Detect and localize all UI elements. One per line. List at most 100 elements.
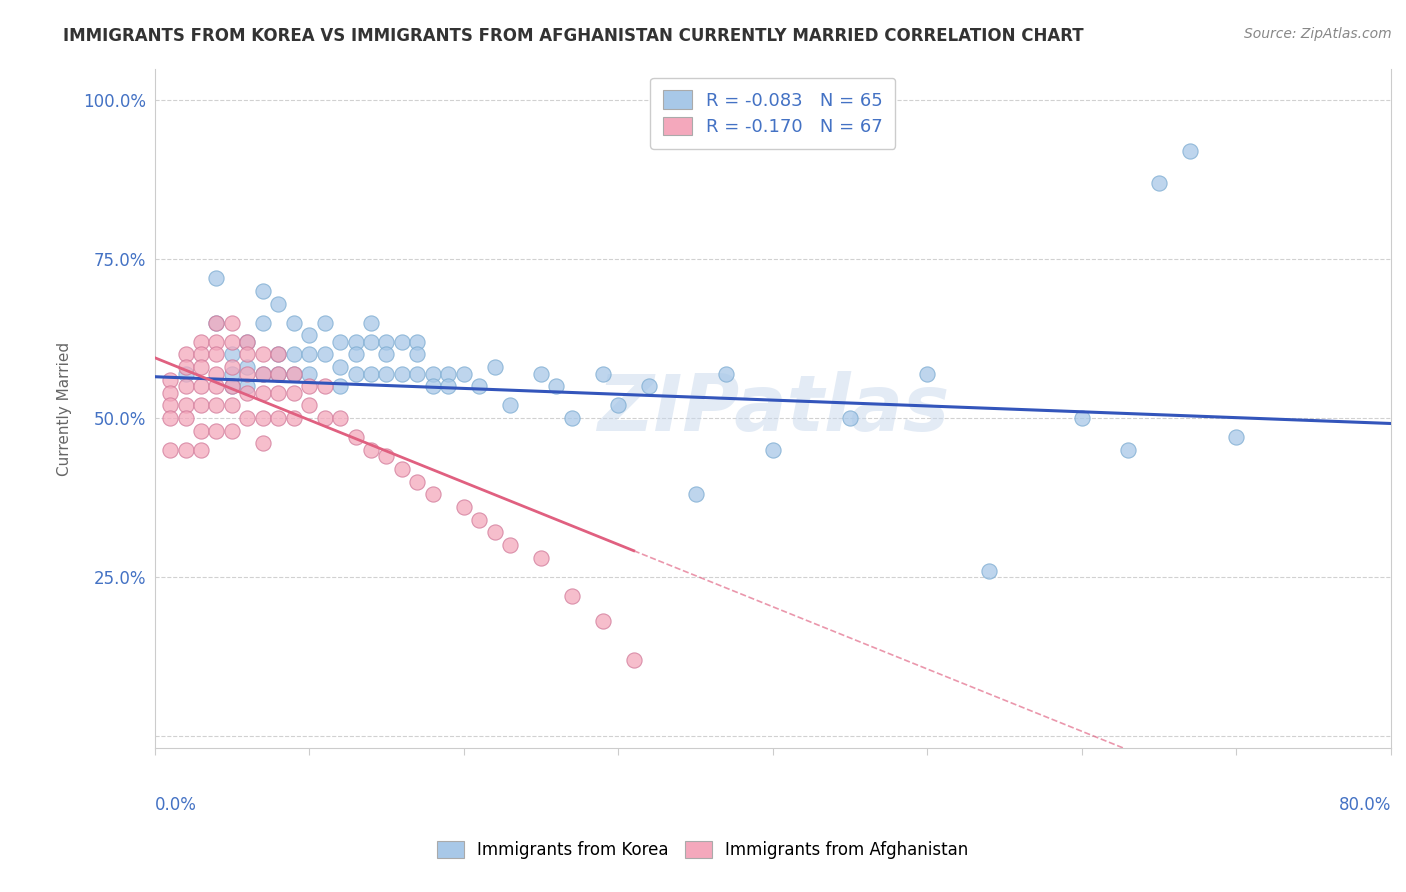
Point	[267, 347, 290, 361]
Point	[190, 398, 212, 412]
Text: Source: ZipAtlas.com: Source: ZipAtlas.com	[1244, 27, 1392, 41]
Point	[190, 347, 212, 361]
Point	[453, 500, 475, 514]
Point	[329, 334, 352, 349]
Point	[205, 316, 228, 330]
Point	[298, 398, 321, 412]
Point	[267, 385, 290, 400]
Point	[267, 411, 290, 425]
Point	[205, 424, 228, 438]
Point	[252, 347, 274, 361]
Text: 80.0%: 80.0%	[1339, 796, 1391, 814]
Point	[221, 347, 243, 361]
Point	[159, 373, 181, 387]
Text: ZIPatlas: ZIPatlas	[596, 370, 949, 447]
Point	[437, 379, 460, 393]
Point	[221, 379, 243, 393]
Point	[174, 347, 197, 361]
Point	[561, 411, 583, 425]
Text: 0.0%: 0.0%	[155, 796, 197, 814]
Point	[252, 385, 274, 400]
Point	[221, 379, 243, 393]
Point	[236, 360, 259, 375]
Point	[205, 379, 228, 393]
Point	[159, 442, 181, 457]
Point	[1070, 411, 1092, 425]
Point	[159, 385, 181, 400]
Point	[298, 328, 321, 343]
Point	[174, 367, 197, 381]
Point	[283, 316, 305, 330]
Point	[221, 316, 243, 330]
Point	[762, 442, 785, 457]
Point	[1147, 176, 1170, 190]
Point	[190, 379, 212, 393]
Point	[205, 347, 228, 361]
Point	[190, 360, 212, 375]
Point	[391, 367, 413, 381]
Point	[236, 379, 259, 393]
Point	[406, 367, 429, 381]
Point	[422, 487, 444, 501]
Point	[468, 513, 491, 527]
Point	[236, 334, 259, 349]
Point	[375, 334, 398, 349]
Point	[561, 589, 583, 603]
Point	[839, 411, 862, 425]
Point	[375, 367, 398, 381]
Point	[159, 398, 181, 412]
Point	[267, 367, 290, 381]
Point	[236, 367, 259, 381]
Point	[607, 398, 630, 412]
Point	[1178, 144, 1201, 158]
Point	[174, 411, 197, 425]
Point	[499, 538, 522, 552]
Point	[236, 411, 259, 425]
Point	[499, 398, 522, 412]
Point	[283, 367, 305, 381]
Point	[406, 334, 429, 349]
Point	[1225, 430, 1247, 444]
Point	[592, 615, 614, 629]
Point	[422, 367, 444, 381]
Point	[298, 379, 321, 393]
Point	[437, 367, 460, 381]
Point	[685, 487, 707, 501]
Point	[174, 398, 197, 412]
Point	[298, 347, 321, 361]
Point	[267, 347, 290, 361]
Point	[236, 385, 259, 400]
Point	[283, 411, 305, 425]
Legend: Immigrants from Korea, Immigrants from Afghanistan: Immigrants from Korea, Immigrants from A…	[430, 834, 976, 866]
Point	[236, 334, 259, 349]
Point	[205, 271, 228, 285]
Point	[267, 296, 290, 310]
Point	[174, 379, 197, 393]
Point	[979, 564, 1001, 578]
Point	[329, 379, 352, 393]
Point	[360, 334, 382, 349]
Point	[530, 550, 553, 565]
Point	[530, 367, 553, 381]
Point	[252, 436, 274, 450]
Point	[190, 442, 212, 457]
Point	[422, 379, 444, 393]
Point	[484, 360, 506, 375]
Point	[1116, 442, 1139, 457]
Point	[283, 385, 305, 400]
Point	[406, 475, 429, 489]
Point	[468, 379, 491, 393]
Point	[190, 424, 212, 438]
Point	[252, 367, 274, 381]
Point	[314, 316, 336, 330]
Point	[484, 525, 506, 540]
Point	[190, 334, 212, 349]
Point	[159, 411, 181, 425]
Point	[221, 367, 243, 381]
Point	[283, 347, 305, 361]
Point	[236, 347, 259, 361]
Point	[221, 424, 243, 438]
Point	[252, 411, 274, 425]
Legend: R = -0.083   N = 65, R = -0.170   N = 67: R = -0.083 N = 65, R = -0.170 N = 67	[650, 78, 896, 149]
Point	[344, 367, 367, 381]
